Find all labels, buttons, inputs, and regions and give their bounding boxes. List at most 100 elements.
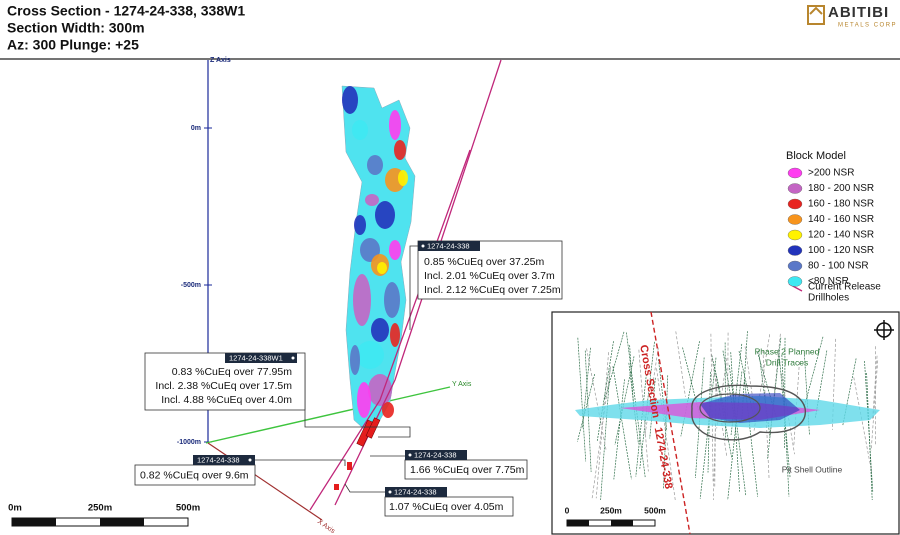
legend-label: Drillholes: [808, 293, 849, 304]
inset-scale-label: 500m: [644, 505, 666, 515]
legend-label: 160 - 180 NSR: [808, 199, 874, 210]
callout-header: [193, 455, 255, 465]
legend-label: 100 - 120 NSR: [808, 245, 874, 256]
drill-trace: [680, 341, 700, 437]
block-patch: [354, 215, 366, 235]
intercept-text: 0.82 %CuEq over 9.6m: [140, 469, 249, 481]
bullet: [291, 356, 295, 360]
drill-trace: [853, 377, 872, 472]
callout: 1274-24-338 0.82 %CuEq over 9.6m: [134, 455, 256, 486]
hole-id: 1274-24-338: [427, 241, 470, 250]
legend-label: 80 - 100 NSR: [808, 261, 869, 272]
intercept: [347, 462, 352, 470]
compass-cross: [874, 320, 894, 340]
drill-trace: [727, 371, 743, 501]
drill-trace: [613, 379, 625, 480]
legend-label: 180 - 200 NSR: [808, 183, 874, 194]
drill-trace: [663, 375, 669, 490]
scale-segment: [12, 518, 56, 526]
legend-swatch: [787, 198, 803, 210]
scale-bar: 0m 250m 500m: [8, 503, 200, 527]
legend: Block Model Current Release Drillholes >…: [786, 150, 881, 304]
legend-label: Current Release: [808, 282, 881, 293]
legend-swatch: [787, 245, 803, 256]
pit-shell: [691, 384, 806, 441]
drill-trace: [600, 369, 611, 501]
drill-trace: [707, 371, 711, 473]
callout-header: [418, 241, 480, 251]
connector: [255, 459, 346, 466]
intercept-text: Incl. 2.12 %CuEq over 7.25m: [424, 284, 561, 296]
legend-swatch: [787, 183, 803, 194]
drill-trace: [577, 337, 587, 462]
drill-trace: [596, 341, 614, 442]
block-patch: [389, 110, 401, 140]
drill-trace: [872, 355, 878, 419]
y-axis-label: Y Axis: [452, 381, 472, 388]
block-patch: [390, 323, 400, 347]
drill-trace: [577, 373, 596, 442]
scale-label: 0m: [8, 503, 22, 514]
callout-header: [225, 353, 297, 363]
section-line: [650, 311, 691, 535]
block-patch: [377, 262, 387, 274]
block-patch: [342, 86, 358, 114]
callout: 1274-24-338 1.66 %CuEq over 7.75m: [404, 450, 528, 480]
logo-tagline: METALS CORP: [838, 23, 897, 29]
inset-scale-segment: [567, 520, 589, 526]
hole-id: 1274-24-338W1: [229, 353, 283, 362]
bullet: [388, 490, 392, 494]
legend-label: 120 - 140 NSR: [808, 230, 874, 241]
callout-box: [384, 496, 514, 517]
drillhole-338: [334, 59, 502, 506]
block-patch: [356, 341, 384, 369]
drill-trace: [591, 366, 612, 501]
title: Cross Section - 1274-24-338, 338W1: [7, 3, 245, 19]
block-patch: [394, 140, 406, 160]
drill-trace: [675, 331, 686, 397]
planned-label: Phase 2 Planned: [755, 346, 820, 356]
z-tick-label: -500m: [181, 282, 201, 289]
bullet: [421, 244, 425, 248]
pit-shell-label: Pit Shell Outline: [782, 464, 843, 474]
drill-trace: [758, 350, 771, 437]
bullet: [408, 453, 412, 457]
intercepts: [334, 417, 381, 490]
hole-id: 1274-24-338: [394, 487, 437, 496]
legend-title: Block Model: [786, 150, 846, 162]
block-patch: [371, 318, 389, 342]
intercept-text: 0.83 %CuEq over 77.95m: [172, 366, 292, 378]
logo-roof: [809, 6, 823, 15]
logo-name: ABITIBI: [828, 4, 889, 21]
intercept-text: 0.85 %CuEq over 37.25m: [424, 256, 544, 268]
inset-scale-label: 0: [565, 505, 570, 515]
connector: [344, 483, 385, 493]
drill-trace: [612, 366, 632, 480]
drill-trace: [870, 360, 879, 451]
legend-label: >200 NSR: [808, 168, 854, 179]
intercept-text: Incl. 4.88 %CuEq over 4.0m: [161, 394, 292, 406]
block-patch: [389, 240, 401, 260]
legend-swatch: [787, 167, 803, 179]
inset-core: [700, 393, 800, 423]
drill-trace: [710, 333, 714, 482]
legend-swatch: [787, 260, 803, 272]
block-patch: [353, 274, 371, 326]
drillhole-338w1: [309, 149, 471, 511]
scale-segment: [100, 518, 144, 526]
callout-header: [385, 487, 447, 497]
drill-trace: [586, 348, 607, 451]
block-patch: [352, 120, 368, 140]
block-patch: [382, 402, 394, 418]
logo-icon: [807, 5, 825, 25]
planned-label: Drill Traces: [766, 357, 809, 367]
legend-label: <80 NSR: [808, 276, 849, 287]
block-patch: [398, 170, 408, 186]
z-tick-label: -1000m: [177, 439, 201, 446]
drill-trace: [864, 360, 874, 493]
block-patch: [365, 194, 379, 206]
inset-scale-label: 250m: [600, 505, 622, 515]
z-tick-label: 0m: [191, 125, 201, 132]
legend-swatch: [787, 229, 803, 241]
